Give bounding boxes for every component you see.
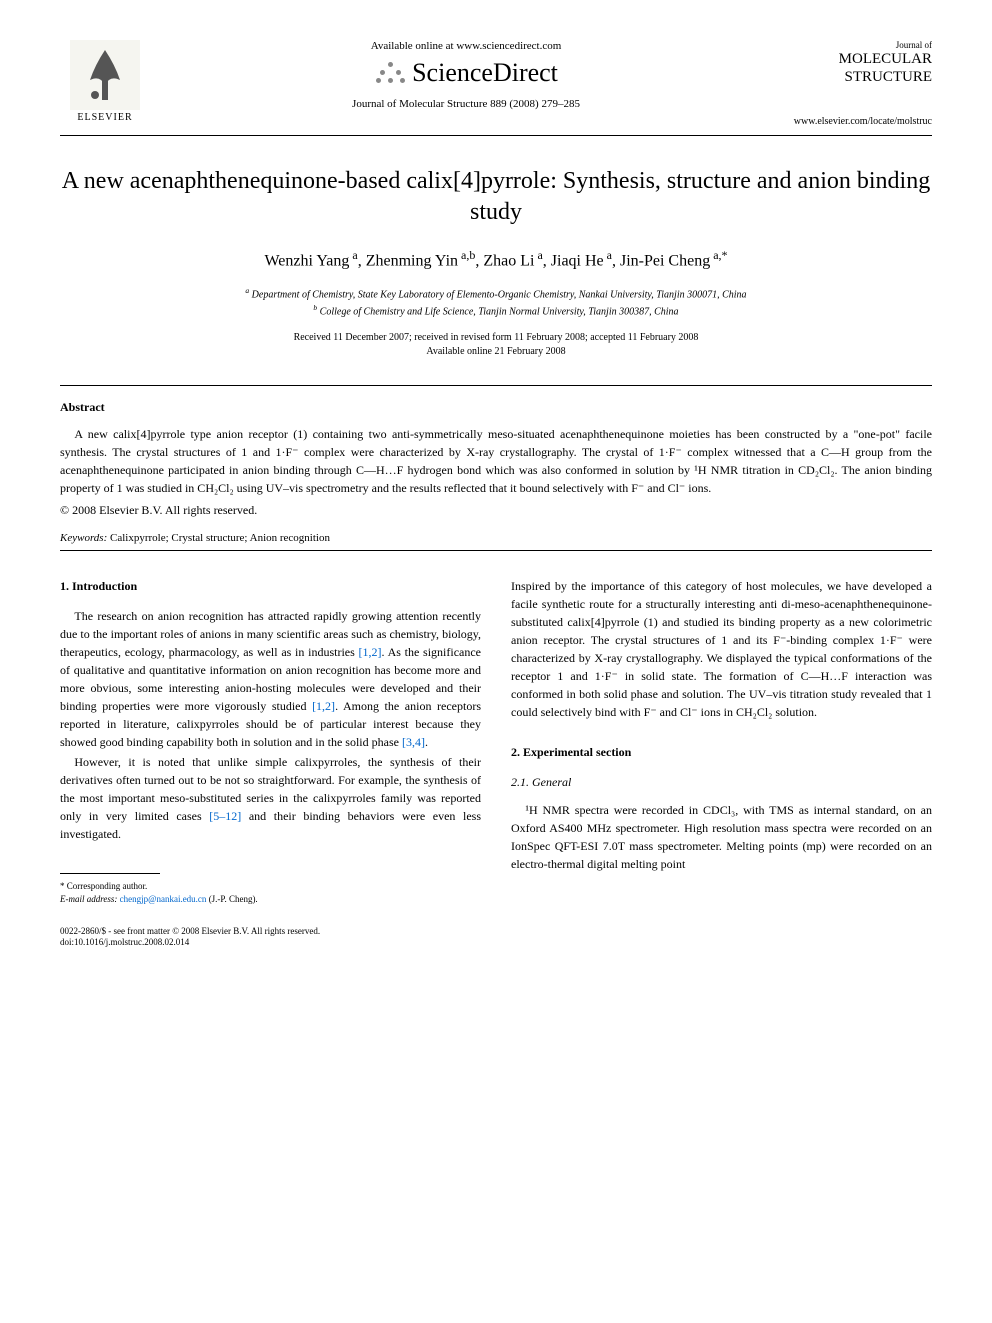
right-column: Inspired by the importance of this categ… [511, 577, 932, 949]
affiliation-b: b College of Chemistry and Life Science,… [60, 302, 932, 319]
footnote-separator [60, 873, 160, 874]
ref-link[interactable]: [5–12] [209, 809, 241, 823]
available-online-text: Available online at www.sciencedirect.co… [371, 40, 562, 52]
email-link[interactable]: chengjp@nankai.edu.cn [120, 894, 207, 904]
ref-link[interactable]: [1,2] [359, 645, 382, 659]
issn-line: 0022-2860/$ - see front matter © 2008 El… [60, 926, 481, 938]
intro-para-2: However, it is noted that unlike simple … [60, 753, 481, 843]
exp-para-1: ¹H NMR spectra were recorded in CDCl₃, w… [511, 801, 932, 873]
intro-para-3: Inspired by the importance of this categ… [511, 577, 932, 721]
doi-line: doi:10.1016/j.molstruc.2008.02.014 [60, 937, 481, 949]
affiliation-a: a Department of Chemistry, State Key Lab… [60, 285, 932, 302]
header-divider [60, 135, 932, 136]
left-column: 1. Introduction The research on anion re… [60, 577, 481, 949]
two-column-body: 1. Introduction The research on anion re… [60, 577, 932, 949]
available-date: Available online 21 February 2008 [60, 345, 932, 359]
sciencedirect-logo: ScienceDirect [374, 58, 558, 88]
journal-reference: Journal of Molecular Structure 889 (2008… [352, 98, 580, 110]
footnote-block: * Corresponding author. E-mail address: … [60, 880, 481, 905]
authors-line: Wenzhi Yang a, Zhenming Yin a,b, Zhao Li… [60, 248, 932, 270]
email-line: E-mail address: chengjp@nankai.edu.cn (J… [60, 893, 481, 906]
experimental-heading: 2. Experimental section [511, 743, 932, 761]
ref-link[interactable]: [1,2] [312, 699, 335, 713]
bottom-info: 0022-2860/$ - see front matter © 2008 El… [60, 926, 481, 949]
center-header: Available online at www.sciencedirect.co… [150, 40, 782, 110]
abstract-copyright: © 2008 Elsevier B.V. All rights reserved… [60, 503, 932, 518]
affiliations: a Department of Chemistry, State Key Lab… [60, 285, 932, 320]
article-dates: Received 11 December 2007; received in r… [60, 331, 932, 359]
elsevier-label: ELSEVIER [77, 112, 132, 123]
intro-heading: 1. Introduction [60, 577, 481, 595]
journal-url: www.elsevier.com/locate/molstruc [782, 116, 932, 127]
abstract-heading: Abstract [60, 400, 932, 415]
intro-para-1: The research on anion recognition has at… [60, 607, 481, 751]
article-title: A new acenaphthenequinone-based calix[4]… [60, 166, 932, 228]
subsection-general: 2.1. General [511, 773, 932, 791]
received-date: Received 11 December 2007; received in r… [60, 331, 932, 345]
keywords-line: Keywords: Calixpyrrole; Crystal structur… [60, 532, 932, 544]
abstract-bottom-divider [60, 550, 932, 551]
elsevier-tree-icon [70, 40, 140, 110]
elsevier-logo: ELSEVIER [60, 40, 150, 123]
sciencedirect-dots-icon [374, 58, 404, 88]
journal-logo-block: Journal of MOLECULAR STRUCTURE www.elsev… [782, 40, 932, 127]
journal-name-small: Journal of [782, 40, 932, 50]
abstract-text: A new calix[4]pyrrole type anion recepto… [60, 425, 932, 497]
journal-name-large: MOLECULAR STRUCTURE [782, 50, 932, 86]
header-row: ELSEVIER Available online at www.science… [60, 40, 932, 127]
ref-link[interactable]: [3,4] [402, 735, 425, 749]
sciencedirect-text: ScienceDirect [412, 58, 558, 88]
abstract-top-divider [60, 385, 932, 386]
corresponding-author: * Corresponding author. [60, 880, 481, 893]
